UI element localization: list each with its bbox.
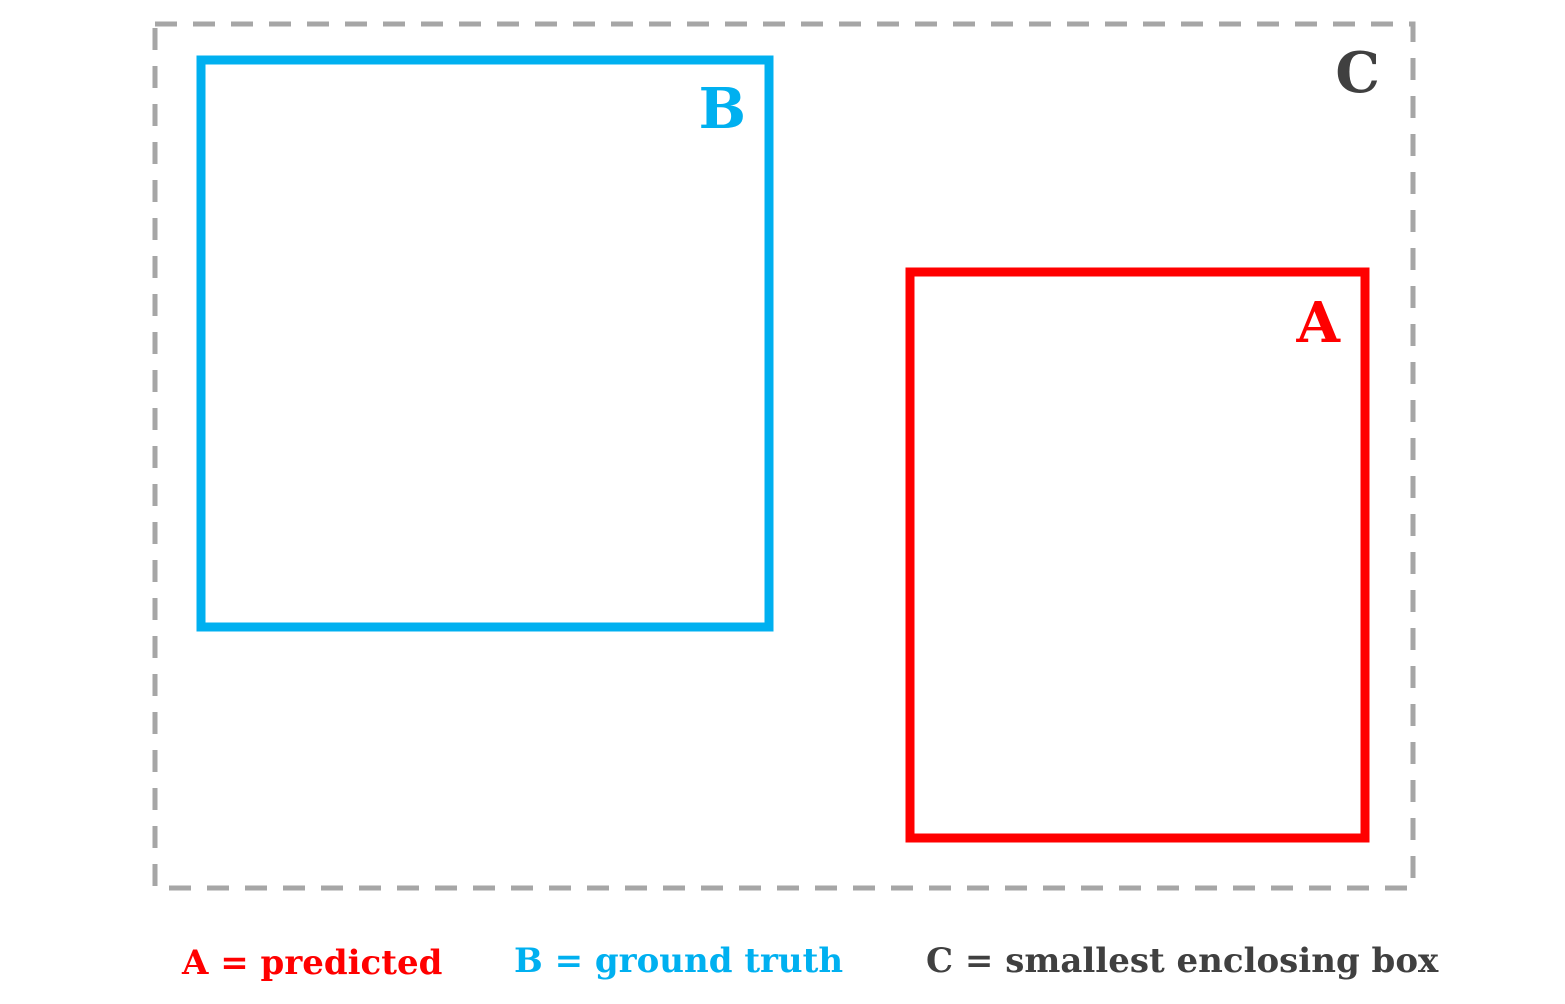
box-label: C <box>1335 40 1380 106</box>
box-label: B <box>699 76 746 142</box>
enclosing-box <box>152 21 1416 891</box>
box-label: A <box>1296 290 1342 356</box>
predicted-box <box>905 267 1370 843</box>
legend-text: C = smallest enclosing box <box>926 941 1439 981</box>
legend-text: B = ground truth <box>514 941 843 981</box>
legend-text: A = predicted <box>181 943 442 983</box>
ground-truth-box <box>196 55 774 632</box>
